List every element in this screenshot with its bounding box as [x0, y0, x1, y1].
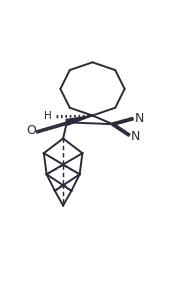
- Polygon shape: [66, 115, 92, 125]
- Text: O: O: [26, 124, 36, 137]
- Text: H: H: [44, 111, 52, 121]
- Text: N: N: [135, 112, 144, 125]
- Text: N: N: [131, 130, 140, 143]
